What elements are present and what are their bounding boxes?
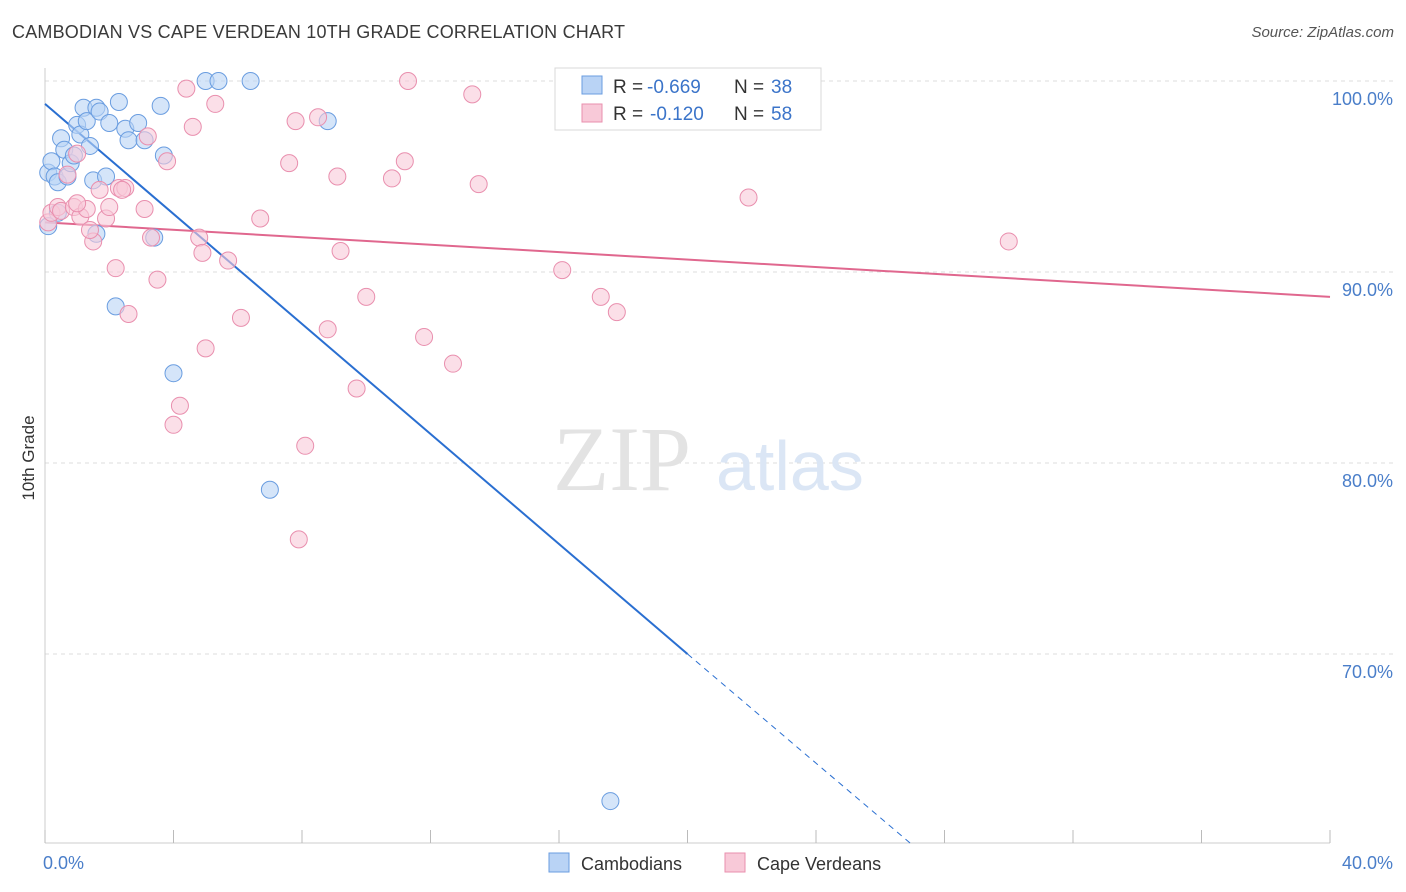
point-pink-27 [193, 243, 212, 262]
point-blue-27 [209, 72, 228, 90]
point-pink-48 [463, 85, 482, 104]
chart-source: Source: ZipAtlas.com [1251, 24, 1394, 41]
legend-n-value-2: 58 [771, 104, 792, 125]
legend-r-value-2: -0.120 [650, 104, 704, 125]
point-pink-28 [196, 339, 215, 358]
point-blue-16 [90, 102, 109, 121]
legend-swatch-blue [581, 75, 603, 95]
legend-r-label-1: R = [613, 77, 643, 98]
y-tick-label-2: 80.0% [1342, 471, 1393, 491]
point-pink-41 [347, 379, 366, 398]
point-pink-57 [80, 220, 99, 239]
legend-r-label-2: R = [613, 104, 643, 125]
legend-swatch-pink [581, 103, 603, 123]
point-pink-52 [607, 303, 626, 322]
point-pink-17 [135, 199, 154, 218]
point-pink-38 [318, 320, 337, 339]
watermark-zip: ZIP [553, 408, 691, 510]
watermark-atlas: atlas [716, 427, 864, 505]
point-pink-51 [591, 287, 610, 306]
x-tick-label-0: 0.0% [43, 853, 84, 873]
y-tick-label-1: 90.0% [1342, 280, 1393, 300]
point-blue-31 [164, 364, 183, 383]
point-blue-18 [100, 114, 119, 133]
point-pink-19 [142, 228, 161, 247]
point-pink-45 [399, 72, 418, 90]
point-pink-43 [382, 169, 401, 188]
legend-r-value-1: -0.669 [647, 77, 701, 98]
point-pink-56 [68, 194, 87, 213]
point-pink-40 [331, 241, 350, 260]
point-pink-21 [158, 152, 177, 171]
points-layer [39, 72, 1018, 811]
y-tick-label-3: 70.0% [1342, 662, 1393, 682]
point-pink-18 [138, 127, 157, 146]
y-tick-label-0: 100.0% [1332, 89, 1393, 109]
point-blue-21 [119, 131, 138, 150]
point-pink-30 [219, 251, 238, 270]
axis-layer [44, 68, 1331, 844]
legend-n-label-2: N = [734, 104, 764, 125]
stats-legend: R = -0.669 N = 38 R = -0.120 N = 58 [554, 67, 822, 131]
point-pink-46 [415, 327, 434, 346]
point-blue-24 [151, 96, 170, 115]
point-pink-22 [164, 415, 183, 434]
point-pink-13 [106, 259, 125, 278]
point-blue-32 [260, 480, 279, 499]
legend-n-value-1: 38 [771, 77, 792, 98]
point-blue-12 [77, 112, 96, 131]
tick-labels: 100.0% 90.0% 80.0% 70.0% 0.0% 40.0% [43, 89, 1393, 873]
point-pink-47 [443, 354, 462, 373]
point-pink-35 [289, 530, 308, 549]
point-pink-33 [280, 154, 299, 173]
point-pink-6 [68, 144, 87, 163]
trend-line-blue [44, 103, 689, 655]
point-blue-33 [601, 792, 620, 811]
point-pink-20 [148, 270, 167, 289]
watermark: ZIP atlas [553, 408, 864, 510]
grid-layer [45, 80, 1393, 655]
point-blue-19 [109, 93, 128, 112]
point-pink-53 [739, 188, 758, 207]
series-legend-label-cambodians: Cambodians [581, 854, 682, 874]
point-pink-12 [100, 198, 119, 217]
series-legend-swatch-cambodians [548, 852, 570, 873]
point-pink-44 [395, 152, 414, 171]
point-pink-36 [296, 436, 315, 455]
trend-line-pink [44, 221, 1331, 298]
point-pink-55 [113, 180, 132, 199]
series-legend-label-capeverdeans: Cape Verdeans [757, 854, 881, 874]
point-pink-49 [469, 175, 488, 194]
point-pink-29 [206, 94, 225, 113]
point-pink-39 [328, 167, 347, 186]
point-pink-24 [177, 79, 196, 98]
point-blue-28 [241, 72, 260, 90]
point-pink-4 [58, 165, 77, 184]
y-axis-title: 10th Grade [19, 415, 38, 500]
series-legend: Cambodians Cape Verdeans [548, 852, 881, 874]
point-pink-34 [286, 112, 305, 131]
point-pink-54 [999, 232, 1018, 251]
x-tick-label-1: 40.0% [1342, 853, 1393, 873]
point-pink-16 [119, 305, 138, 324]
chart-title: CAMBODIAN VS CAPE VERDEAN 10TH GRADE COR… [12, 22, 626, 42]
legend-n-label-1: N = [734, 77, 764, 98]
point-blue-22 [129, 114, 148, 133]
point-pink-42 [357, 287, 376, 306]
point-pink-23 [170, 396, 189, 415]
point-pink-32 [251, 209, 270, 228]
series-legend-swatch-capeverdeans [724, 852, 746, 873]
point-pink-26 [190, 228, 209, 247]
point-pink-31 [231, 308, 250, 327]
trend-line-blue-dashed [687, 653, 913, 846]
point-pink-50 [553, 261, 572, 280]
point-pink-37 [309, 108, 328, 127]
trend-layer [44, 103, 1331, 846]
point-pink-10 [90, 180, 109, 199]
point-pink-25 [183, 117, 202, 136]
